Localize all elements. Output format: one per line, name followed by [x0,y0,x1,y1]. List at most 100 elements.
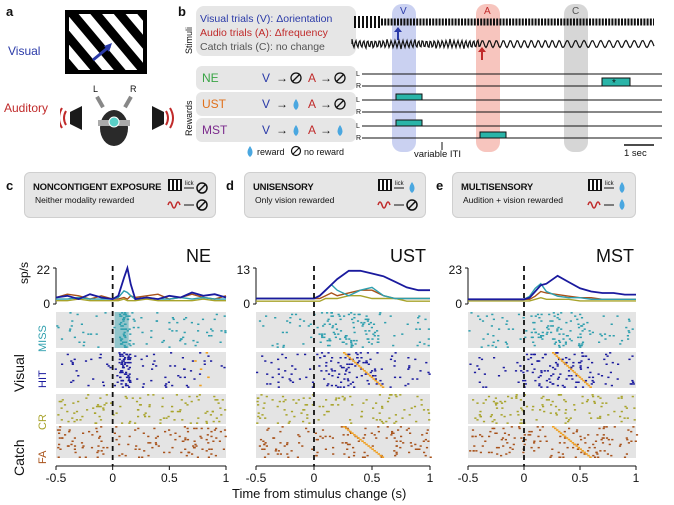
spike-tick [377,335,380,337]
spike-tick [517,381,520,383]
spike-tick [593,446,596,449]
spike-tick [418,448,421,450]
spike-tick [322,325,325,327]
spike-tick [378,412,381,414]
spike-tick [334,399,337,401]
lick-marker [377,453,380,455]
spike-tick [581,343,584,345]
spike-tick [351,404,354,406]
spike-tick [207,427,210,430]
spike-tick [485,315,488,317]
spike-tick [581,395,584,398]
spike-tick [617,363,620,365]
spike-tick [578,343,581,345]
spike-tick [361,346,364,348]
spike-tick [522,379,525,382]
spike-tick [482,402,485,404]
spike-tick [266,373,269,375]
ust-condition-title: UNISENSORY [253,182,314,193]
spike-tick [545,440,548,442]
spike-tick [553,315,556,317]
x-tick-label: 1 [427,471,434,485]
panel-title: UST [390,246,426,266]
spike-tick [347,384,350,387]
spike-tick [487,395,491,398]
spike-tick [87,394,90,396]
spike-tick [517,313,521,316]
spike-tick [257,415,260,418]
spike-tick [276,453,279,455]
spike-tick [534,315,537,317]
spike-tick [123,358,126,361]
spike-tick [534,331,537,334]
spike-tick [543,410,546,413]
lick-marker [561,434,565,436]
spike-tick [121,312,124,314]
spike-tick [556,330,559,332]
spike-tick [125,346,128,348]
spike-tick [418,341,421,343]
spike-tick [103,404,106,406]
spike-tick [289,317,292,319]
spike-tick [556,378,560,380]
spike-tick [80,323,83,325]
spike-tick [118,435,121,438]
spike-tick [327,373,331,375]
spike-tick [591,394,594,396]
spike-tick [94,422,97,424]
spike-tick [572,432,575,434]
spike-tick [331,370,334,372]
spike-tick [492,400,495,403]
spike-tick [587,450,590,452]
spike-tick [602,315,605,317]
spike-tick [137,326,140,329]
lick-marker [372,378,375,380]
spike-tick [558,339,561,342]
spike-tick [394,414,397,416]
spike-tick [548,313,551,316]
spike-tick [186,438,190,441]
spike-tick [113,326,116,329]
spike-tick [269,383,272,385]
psth-line-cr [56,298,226,302]
spike-tick [520,407,523,409]
spike-tick [545,399,548,401]
spike-tick [109,366,112,369]
spike-tick [363,451,366,454]
spike-tick [594,440,598,442]
spike-tick [363,321,366,324]
spike-tick [339,318,342,321]
spike-tick [185,384,188,387]
spike-tick [407,357,410,359]
spike-tick [341,395,344,398]
raster-band-fa [468,426,636,458]
lick-marker [573,443,577,446]
spike-tick [263,448,266,450]
svg-text:→: → [276,71,288,85]
spike-tick [539,375,542,377]
spike-tick [102,409,105,411]
spike-tick [70,360,73,362]
spike-tick [92,407,95,409]
spike-tick [302,343,305,345]
spike-tick [198,394,201,396]
spike-tick [478,357,481,359]
spike-tick [597,456,600,458]
spike-tick [331,315,334,317]
spike-tick [509,446,512,449]
spike-tick [95,333,98,335]
spike-tick [393,365,396,367]
lick-marker [343,352,346,354]
spike-tick [77,400,80,403]
spike-tick [126,353,129,356]
spike-tick [154,442,157,444]
spike-tick [128,386,131,388]
spike-tick [491,427,494,430]
spike-tick [571,378,574,380]
spike-tick [123,373,126,375]
spike-tick [581,325,584,327]
spike-tick [348,358,351,361]
spike-tick [270,361,273,364]
spike-tick [495,446,499,449]
spike-tick [335,384,338,387]
